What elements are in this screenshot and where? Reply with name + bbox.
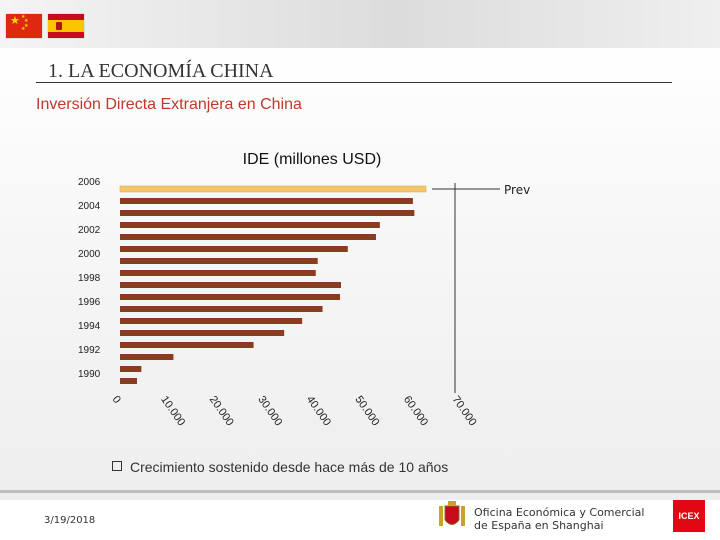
bar-1993 <box>120 342 254 348</box>
y-tick-label: 2002 <box>78 225 101 236</box>
office-line-1: Oficina Económica y Comercial <box>474 506 645 519</box>
spain-flag-icon <box>48 14 84 38</box>
icex-logo-text: ICEX <box>678 511 700 521</box>
china-flag-icon: ★ ★ ★ ★ ★ <box>6 14 42 38</box>
y-tick-label: 1994 <box>78 321 101 332</box>
x-tick-label: 60.000 <box>401 394 430 428</box>
bar-2005 <box>120 198 413 204</box>
footer-date: 3/19/2018 <box>44 515 96 526</box>
fdi-bar-chart: IDE (millones USD) 1990 1992 1994 1996 1998 2… <box>78 151 530 428</box>
office-line-2: de España en Shanghai <box>474 519 604 532</box>
flag-star-icon: ★ <box>24 18 29 24</box>
y-tick-label: 1996 <box>78 297 101 308</box>
bar-2000 <box>120 258 318 264</box>
flag-crest-icon <box>56 22 62 30</box>
bullet-checkbox-icon <box>112 461 122 471</box>
flag-star-icon: ★ <box>21 14 26 20</box>
bar-2006 <box>119 185 427 193</box>
chart-title: IDE (millones USD) <box>243 151 382 168</box>
bar-1990 <box>120 378 137 384</box>
y-tick-label: 2006 <box>78 177 101 188</box>
flag-star-icon: ★ <box>10 14 20 27</box>
spain-coat-of-arms-icon <box>439 501 465 526</box>
bar-1995 <box>120 318 303 324</box>
bar-1991 <box>120 366 142 372</box>
bar-2004 <box>120 210 415 216</box>
y-tick-label: 1992 <box>78 345 101 356</box>
y-tick-label: 2000 <box>78 249 101 260</box>
bar-1998 <box>120 282 341 288</box>
bar-1999 <box>120 270 316 276</box>
bar-1994 <box>120 330 285 336</box>
y-tick-label: 2004 <box>78 201 101 212</box>
bar-2001 <box>120 246 348 252</box>
x-tick-label: 20.000 <box>207 394 236 428</box>
flag-star-icon: ★ <box>24 23 29 29</box>
bar-2003 <box>120 222 380 228</box>
slide-subtitle: Inversión Directa Extranjera en China <box>36 96 302 113</box>
header-bar: ★ ★ ★ ★ ★ <box>0 0 720 48</box>
x-tick-label: 50.000 <box>352 394 381 428</box>
x-tick-label: 70.000 <box>450 394 479 428</box>
forecast-annotation: Previsto <box>504 183 530 197</box>
bullet-text: Crecimiento sostenido desde hace más de … <box>130 459 449 475</box>
bar-1996 <box>120 306 323 312</box>
footer-divider <box>0 490 720 493</box>
icex-logo: ICEX <box>673 500 705 532</box>
section-title: 1. LA ECONOMÍA CHINA <box>48 60 274 82</box>
bullet-point: Crecimiento sostenido desde hace más de … <box>112 459 448 475</box>
bar-1997 <box>120 294 341 300</box>
title-divider <box>36 82 672 83</box>
x-tick-label: 30.000 <box>255 394 284 428</box>
y-tick-label: 1990 <box>78 369 101 380</box>
x-tick-label: 0 <box>110 394 123 406</box>
flag-star-icon: ★ <box>21 26 26 32</box>
x-tick-label: 40.000 <box>304 394 333 428</box>
bar-2002 <box>120 234 376 240</box>
x-tick-label: 10.000 <box>158 394 187 428</box>
bar-1992 <box>120 354 174 360</box>
y-tick-label: 1998 <box>78 273 101 284</box>
footer-office: Oficina Económica y Comercial de España … <box>474 506 644 532</box>
